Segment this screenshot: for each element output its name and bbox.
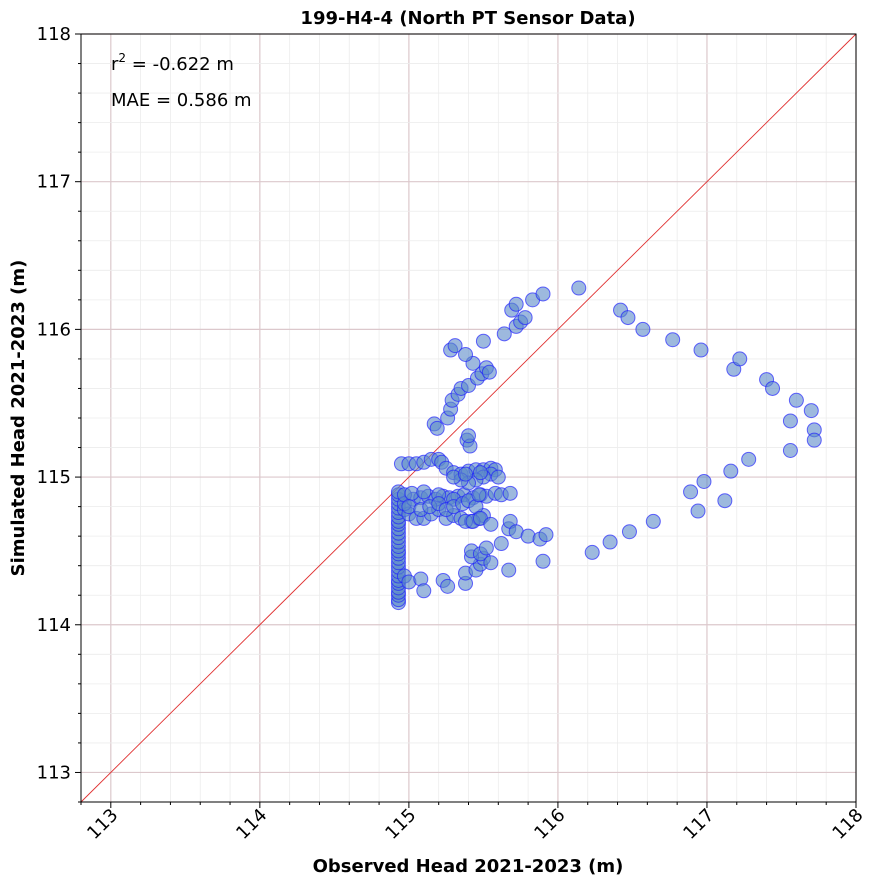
data-point [803,403,819,419]
data-point [782,442,798,458]
data-point [458,466,474,482]
y-tick-label: 116 [37,319,71,340]
data-point [478,540,494,556]
y-axis-ticks: 113 114 115 116 117 118 [37,24,81,803]
data-point [490,469,506,485]
data-point [416,484,432,500]
data-point [447,338,463,354]
data-point [481,364,497,380]
y-tick-label: 117 [37,172,71,193]
data-point [635,321,651,337]
data-point [690,503,706,519]
data-point [717,493,733,509]
y-tick-label: 115 [37,467,71,488]
data-point [602,534,618,550]
data-point [475,333,491,349]
y-tick-label: 113 [37,762,71,783]
x-tick-label: 113 [83,805,122,844]
data-point [723,463,739,479]
data-point [440,578,456,594]
x-tick-label: 117 [679,805,718,844]
x-axis-label: Observed Head 2021-2023 (m) [313,856,624,877]
chart-title: 199-H4-4 (North PT Sensor Data) [300,8,635,29]
y-tick-label: 118 [37,24,71,45]
data-point [501,562,517,578]
data-point [461,428,476,444]
data-point [741,451,757,467]
data-point [782,413,798,429]
data-point [483,555,499,571]
data-point [517,310,533,326]
data-point [493,536,509,552]
data-point [502,485,518,501]
data-point [788,392,804,408]
mae-annotation: MAE = 0.586 m [111,90,252,111]
data-point [471,487,487,503]
data-point [693,342,709,358]
x-tick-label: 115 [381,805,420,844]
y-tick-label: 114 [37,615,71,636]
data-point [584,544,600,560]
data-point [508,296,524,312]
data-point [765,380,781,396]
data-point [416,583,432,599]
x-tick-label: 118 [828,805,867,844]
x-tick-label: 116 [530,805,569,844]
data-point [665,332,681,348]
data-points [390,280,822,611]
data-point [535,553,551,569]
data-point [621,524,637,540]
data-point [538,527,554,543]
data-point [496,326,512,342]
data-point [683,484,699,500]
data-point [472,465,488,481]
data-point [429,420,445,436]
r-squared-annotation: r2 = -0.622 m [111,51,234,75]
data-point [571,280,587,296]
y-axis-label: Simulated Head 2021-2023 (m) [8,260,29,577]
data-point [535,286,551,302]
data-point [620,310,636,326]
data-point [458,346,474,362]
data-point [732,351,748,367]
one-to-one-line [80,33,857,803]
x-tick-label: 114 [232,805,271,844]
data-point [696,474,712,490]
x-axis-ticks: 113 114 115 116 117 118 [80,802,868,844]
data-point [645,513,661,529]
data-point [483,516,499,532]
data-point [806,432,822,448]
